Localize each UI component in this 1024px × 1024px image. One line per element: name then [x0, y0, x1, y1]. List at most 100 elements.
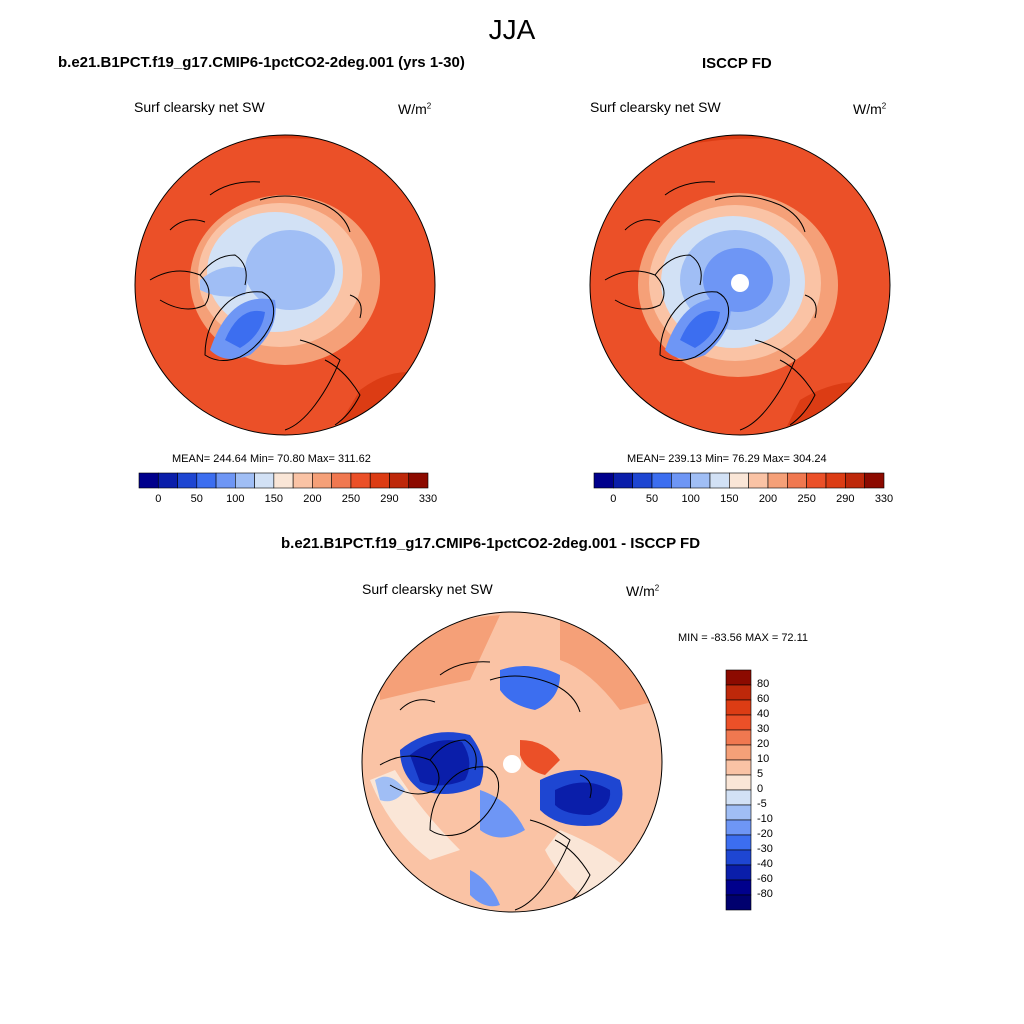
diff-colorbar-swatch — [725, 729, 752, 746]
model-colorbar-tick-label: 330 — [418, 493, 438, 505]
obs-colorbar-swatch — [632, 472, 653, 489]
diff-units-base: W/m — [626, 583, 655, 599]
diff-colorbar-tick-label: 20 — [757, 738, 770, 750]
diff-colorbar-swatch — [725, 759, 752, 776]
model-colorbar-swatch — [331, 472, 352, 489]
diff-units-exp: 2 — [654, 583, 660, 593]
obs-colorbar-tick-label: 290 — [836, 493, 855, 505]
obs-units-base: W/m — [853, 101, 882, 117]
diff-colorbar-swatch — [725, 804, 752, 821]
model-colorbar — [138, 472, 429, 489]
model-units: W/m2 — [398, 101, 431, 117]
obs-colorbar-swatch — [651, 472, 672, 489]
diff-colorbar-tick-label: -80 — [757, 888, 773, 900]
obs-field-label: Surf clearsky net SW — [590, 99, 721, 115]
diff-colorbar-tick-label: 30 — [757, 723, 770, 735]
model-colorbar-swatch — [177, 472, 198, 489]
model-colorbar-tick-label: 250 — [341, 493, 361, 505]
model-units-exp: 2 — [426, 101, 432, 111]
obs-colorbar-swatch — [787, 472, 807, 489]
model-colorbar-swatch — [350, 472, 371, 489]
diff-panel-title: b.e21.B1PCT.f19_g17.CMIP6-1pctCO2-2deg.0… — [281, 535, 701, 552]
model-colorbar-swatch — [273, 472, 294, 489]
model-colorbar-tick-label: 150 — [264, 493, 284, 505]
model-colorbar-swatch — [235, 472, 255, 489]
diff-stats: MIN = -83.56 MAX = 72.11 — [678, 632, 809, 644]
obs-map — [589, 134, 891, 436]
diff-colorbar-swatch — [725, 669, 752, 686]
model-units-base: W/m — [398, 101, 427, 117]
model-colorbar-swatch — [389, 472, 410, 489]
obs-colorbar-swatch — [864, 472, 885, 489]
model-colorbar-swatch — [292, 472, 313, 489]
diff-map — [361, 611, 663, 913]
diff-colorbar-swatch — [725, 789, 752, 806]
model-colorbar-tick-label: 200 — [303, 493, 322, 505]
obs-units-exp: 2 — [881, 101, 887, 111]
obs-colorbar-swatch — [748, 472, 769, 489]
diff-colorbar-tick-label: 10 — [757, 753, 770, 765]
model-colorbar-swatch — [312, 472, 332, 489]
obs-stats: MEAN= 239.13 Min= 76.29 Max= 304.24 — [627, 453, 827, 465]
diff-colorbar-tick-label: 0 — [757, 783, 764, 795]
obs-colorbar-swatch — [709, 472, 730, 489]
diff-colorbar-tick-label: -40 — [757, 858, 773, 870]
model-stats: MEAN= 244.64 Min= 70.80 Max= 311.62 — [172, 453, 371, 465]
model-colorbar-swatch — [138, 472, 159, 489]
season-title: JJA — [488, 14, 536, 45]
model-colorbar-swatch — [215, 472, 236, 489]
diff-colorbar-tick-label: -5 — [757, 798, 767, 810]
diff-colorbar-tick-label: 5 — [757, 768, 764, 780]
diff-colorbar — [725, 669, 752, 911]
obs-colorbar — [593, 472, 885, 489]
obs-panel-title: ISCCP FD — [702, 55, 772, 72]
obs-units: W/m2 — [853, 101, 886, 117]
obs-colorbar-swatch — [767, 472, 788, 489]
diff-colorbar-tick-label: -10 — [757, 813, 773, 825]
obs-colorbar-swatch — [825, 472, 846, 489]
diff-colorbar-tick-label: -20 — [757, 828, 773, 840]
obs-colorbar-swatch — [671, 472, 691, 489]
obs-colorbar-swatch — [729, 472, 749, 489]
model-colorbar-swatch — [408, 472, 429, 489]
model-colorbar-swatch — [254, 472, 275, 489]
diff-colorbar-tick-label: 60 — [757, 693, 770, 705]
diff-colorbar-swatch — [725, 684, 752, 701]
obs-colorbar-swatch — [806, 472, 827, 489]
diff-colorbar-tick-label: 40 — [757, 708, 770, 720]
diff-field-label: Surf clearsky net SW — [362, 581, 493, 597]
obs-colorbar-swatch — [593, 472, 614, 489]
obs-colorbar-tick-label: 0 — [610, 493, 617, 505]
diff-colorbar-swatch — [725, 699, 752, 716]
obs-colorbar-swatch — [845, 472, 865, 489]
diff-colorbar-swatch — [725, 879, 752, 896]
model-colorbar-tick-label: 100 — [226, 493, 245, 505]
diff-colorbar-tick-label: -60 — [757, 873, 773, 885]
diff-colorbar-swatch — [725, 819, 752, 836]
model-colorbar-tick-label: 290 — [380, 493, 399, 505]
obs-colorbar-swatch — [690, 472, 711, 489]
model-field-label: Surf clearsky net SW — [134, 99, 265, 115]
obs-colorbar-tick-label: 200 — [758, 493, 778, 505]
diff-colorbar-swatch — [725, 849, 752, 866]
diff-colorbar-swatch — [725, 744, 752, 761]
obs-colorbar-tick-label: 100 — [681, 493, 700, 505]
model-colorbar-tick-label: 0 — [155, 493, 162, 505]
diff-colorbar-tick-label: -30 — [757, 843, 773, 855]
diff-colorbar-swatch — [725, 894, 752, 911]
model-colorbar-swatch — [369, 472, 390, 489]
diff-units: W/m2 — [626, 583, 659, 599]
obs-colorbar-swatch — [613, 472, 633, 489]
diff-colorbar-swatch — [725, 714, 752, 731]
diff-colorbar-swatch — [725, 774, 752, 791]
diff-colorbar-swatch — [725, 864, 752, 881]
diff-colorbar-tick-label: 80 — [757, 678, 770, 690]
obs-colorbar-tick-label: 250 — [797, 493, 816, 505]
obs-colorbar-tick-label: 330 — [874, 493, 894, 505]
model-colorbar-swatch — [157, 472, 178, 489]
model-colorbar-tick-label: 50 — [190, 493, 203, 505]
obs-colorbar-tick-label: 50 — [645, 493, 659, 505]
model-colorbar-swatch — [196, 472, 217, 489]
model-map — [134, 134, 436, 436]
